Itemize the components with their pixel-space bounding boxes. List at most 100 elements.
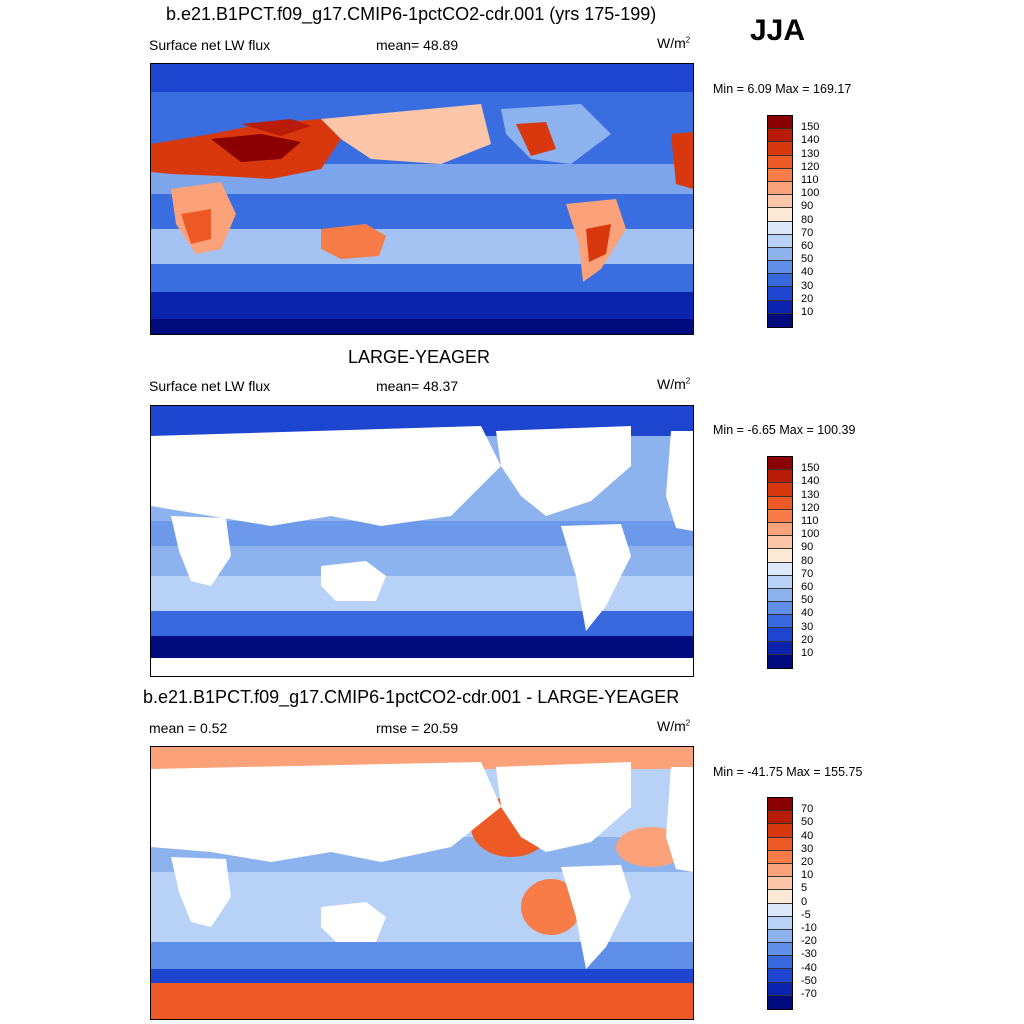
panel-3-units: W/m2: [657, 718, 691, 734]
colorbar-tick-label: 40: [801, 829, 814, 842]
panel-2-minmax: Min = -6.65 Max = 100.39: [713, 423, 856, 437]
colorbar-swatch: [768, 496, 792, 510]
colorbar-swatch: [768, 208, 792, 222]
colorbar-tick-label: 140: [801, 134, 820, 147]
colorbar-swatch: [768, 274, 792, 288]
colorbar-swatch: [768, 247, 792, 262]
colorbar-tick-label: -10: [801, 922, 817, 934]
colorbar-swatch: [768, 995, 792, 1009]
colorbar-tick-label: 120: [801, 501, 820, 514]
panel-2-title: LARGE-YEAGER: [348, 347, 491, 367]
colorbar-swatch: [768, 509, 792, 523]
colorbar-swatch: [768, 943, 792, 957]
panel-1-variable-label: Surface net LW flux: [149, 37, 271, 53]
colorbar-swatch: [768, 470, 792, 484]
colorbar-swatch: [768, 562, 792, 576]
colorbar-swatch: [768, 929, 792, 944]
colorbar-tick-label: 110: [801, 515, 819, 527]
colorbar-tick-label: 70: [801, 803, 814, 816]
colorbar-tick-label: 100: [801, 528, 820, 541]
colorbar-tick-label: 0: [801, 895, 808, 908]
panel-3-mean-label: mean = 0.52: [149, 720, 228, 736]
colorbar-tick-label: 150: [801, 462, 820, 475]
colorbar-swatch: [768, 116, 792, 130]
colorbar-swatch: [768, 522, 792, 537]
colorbar-swatch: [768, 903, 792, 917]
colorbar-swatch: [768, 129, 792, 143]
colorbar-tick-label: 20: [801, 856, 814, 868]
colorbar-swatch: [768, 916, 792, 930]
colorbar-tick-label: 30: [801, 842, 814, 855]
colorbar-swatch: [768, 588, 792, 603]
colorbar-tick-label: -40: [801, 961, 817, 974]
panel-1-units: W/m2: [657, 35, 691, 51]
colorbar-tick-label: 90: [801, 200, 814, 213]
panel-3-minmax: Min = -41.75 Max = 155.75: [713, 765, 863, 779]
colorbar-swatch: [768, 956, 792, 970]
colorbar-swatch: [768, 602, 792, 616]
colorbar-tick-label: 120: [801, 160, 820, 173]
panel-2-mean-label: mean= 48.37: [376, 378, 459, 394]
colorbar-swatch: [768, 313, 792, 327]
colorbar-tick-label: 80: [801, 213, 814, 226]
colorbar-tick-label: 60: [801, 240, 814, 252]
colorbar-swatch: [768, 483, 792, 497]
panel-3-map: [150, 746, 694, 1020]
colorbar-swatch: [768, 628, 792, 642]
colorbar-swatch: [768, 168, 792, 182]
colorbar-tick-label: 30: [801, 279, 814, 292]
colorbar-tick-label: -70: [801, 988, 817, 1000]
panel-2-variable-label: Surface net LW flux: [149, 378, 271, 394]
colorbar-swatch: [768, 824, 792, 838]
colorbar-tick-label: 40: [801, 607, 814, 620]
colorbar-tick-label: 70: [801, 567, 814, 580]
colorbar-swatch: [768, 300, 792, 314]
panel-1-title: b.e21.B1PCT.f09_g17.CMIP6-1pctCO2-cdr.00…: [166, 4, 657, 24]
colorbar-tick-label: 130: [801, 147, 820, 160]
colorbar-tick-label: 100: [801, 187, 820, 200]
colorbar-tick-label: -30: [801, 948, 817, 961]
panel-1-mean-label: mean= 48.89: [376, 37, 459, 53]
colorbar-tick-label: 50: [801, 253, 814, 266]
colorbar-swatch: [768, 181, 792, 196]
colorbar-swatch: [768, 615, 792, 629]
colorbar-swatch: [768, 982, 792, 996]
colorbar-tick-label: 140: [801, 475, 820, 488]
colorbar-swatch: [768, 155, 792, 169]
colorbar-tick-label: -50: [801, 974, 817, 987]
colorbar-swatch: [768, 142, 792, 156]
panel-1-colorbar: [767, 115, 793, 328]
colorbar-swatch: [768, 837, 792, 851]
panel-3-title: b.e21.B1PCT.f09_g17.CMIP6-1pctCO2-cdr.00…: [143, 687, 680, 707]
colorbar-tick-label: 150: [801, 121, 820, 134]
colorbar-tick-label: -20: [801, 935, 817, 948]
colorbar-swatch: [768, 536, 792, 550]
colorbar-swatch: [768, 850, 792, 864]
colorbar-swatch: [768, 969, 792, 983]
colorbar-tick-label: 20: [801, 292, 814, 305]
panel-2-units: W/m2: [657, 376, 691, 392]
panel-1-minmax: Min = 6.09 Max = 169.17: [713, 82, 852, 96]
panel-2-colorbar: [767, 456, 793, 669]
colorbar-swatch: [768, 654, 792, 668]
panel-3-rmse-label: rmse = 20.59: [376, 720, 459, 736]
colorbar-tick-label: 40: [801, 266, 814, 279]
colorbar-swatch: [768, 641, 792, 655]
colorbar-swatch: [768, 221, 792, 235]
colorbar-tick-label: 20: [801, 633, 814, 646]
panel-2-map: [150, 405, 694, 677]
colorbar-tick-label: 80: [801, 554, 814, 567]
colorbar-tick-label: 60: [801, 581, 814, 593]
colorbar-swatch: [768, 261, 792, 275]
colorbar-swatch: [768, 798, 792, 812]
colorbar-tick-label: 50: [801, 594, 814, 607]
colorbar-swatch: [768, 877, 792, 891]
colorbar-tick-label: 50: [801, 816, 814, 829]
colorbar-swatch: [768, 890, 792, 904]
colorbar-tick-label: -5: [801, 908, 811, 921]
colorbar-swatch: [768, 549, 792, 563]
colorbar-swatch: [768, 195, 792, 209]
panel-1-map: [150, 63, 694, 335]
colorbar-swatch: [768, 234, 792, 248]
colorbar-tick-label: 5: [801, 882, 808, 895]
